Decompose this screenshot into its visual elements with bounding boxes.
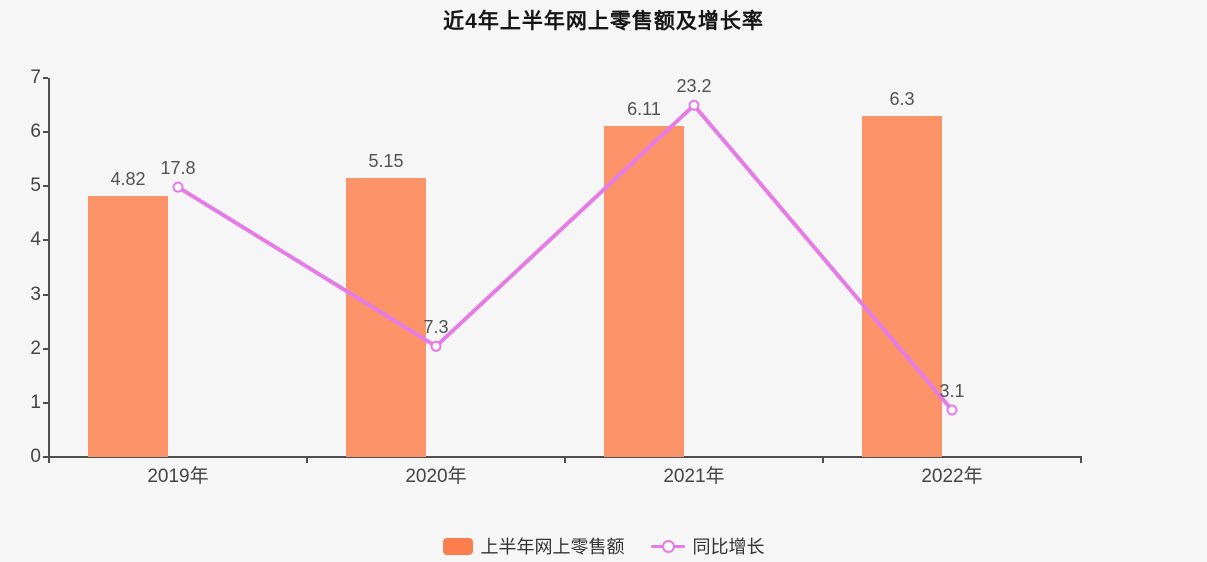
line-value-label: 17.8 xyxy=(160,158,196,179)
line-series-swatch-icon xyxy=(650,538,685,555)
growth-line xyxy=(176,103,954,413)
line-marker-circle-icon xyxy=(661,539,675,553)
y-axis-tick xyxy=(43,347,48,350)
bar-value-label: 6.11 xyxy=(627,99,661,120)
chart-title: 近4年上半年网上零售额及增长率 xyxy=(443,10,764,33)
legend: 上半年网上零售额 同比增长 xyxy=(0,533,1207,559)
line-value-label: 3.1 xyxy=(939,381,965,401)
y-axis-tick xyxy=(43,293,48,296)
bar-2019年[interactable] xyxy=(88,196,168,457)
growth-point-2020年[interactable] xyxy=(430,340,442,352)
x-axis-tick xyxy=(1080,458,1082,463)
y-axis-tick xyxy=(43,239,48,242)
x-axis-category-label: 2020年 xyxy=(405,466,467,487)
bar-value-label: 4.82 xyxy=(110,169,146,190)
bar-value-label: 5.15 xyxy=(368,151,404,172)
x-axis-category-label: 2021年 xyxy=(663,466,725,487)
legend-label-growth: 同比增长 xyxy=(692,537,765,557)
y-axis-tick-label: 3 xyxy=(30,283,41,305)
bar-2021年[interactable] xyxy=(604,126,684,457)
growth-point-2021年[interactable] xyxy=(688,99,700,111)
y-axis-tick-label: 6 xyxy=(30,121,41,143)
y-axis-tick-label: 4 xyxy=(30,229,41,251)
y-axis-tick-label: 5 xyxy=(30,175,41,197)
y-axis-tick xyxy=(43,77,48,79)
x-axis-tick xyxy=(306,458,308,463)
growth-point-2019年[interactable] xyxy=(172,181,184,193)
line-value-label: 23.2 xyxy=(676,76,712,97)
bar-value-label: 6.3 xyxy=(889,88,915,109)
bar-2022年[interactable] xyxy=(862,115,942,457)
x-axis-tick xyxy=(822,458,824,463)
x-axis-category-label: 2022年 xyxy=(921,466,983,487)
x-axis-line xyxy=(48,456,1082,458)
y-axis-tick xyxy=(43,185,48,188)
x-axis-tick xyxy=(564,458,566,463)
legend-label-retail: 上半年网上零售额 xyxy=(480,537,625,557)
x-axis-tick xyxy=(48,458,50,463)
x-axis-category-label: 2019年 xyxy=(147,466,209,487)
bar-series-swatch-icon xyxy=(442,537,473,555)
y-axis-tick-label: 7 xyxy=(30,67,41,88)
legend-item-growth-line[interactable]: 同比增长 xyxy=(650,533,765,559)
growth-point-2022年[interactable] xyxy=(946,404,958,416)
y-axis-tick-label: 1 xyxy=(30,391,41,413)
y-axis-line xyxy=(48,78,50,457)
y-axis-tick-label: 2 xyxy=(30,337,41,359)
y-axis-tick xyxy=(43,456,48,458)
y-axis-tick xyxy=(43,401,48,404)
y-axis-tick-label: 0 xyxy=(30,446,41,467)
legend-item-retail-bar[interactable]: 上半年网上零售额 xyxy=(442,533,625,559)
y-axis-tick xyxy=(43,131,48,134)
line-value-label: 7.3 xyxy=(423,317,449,338)
